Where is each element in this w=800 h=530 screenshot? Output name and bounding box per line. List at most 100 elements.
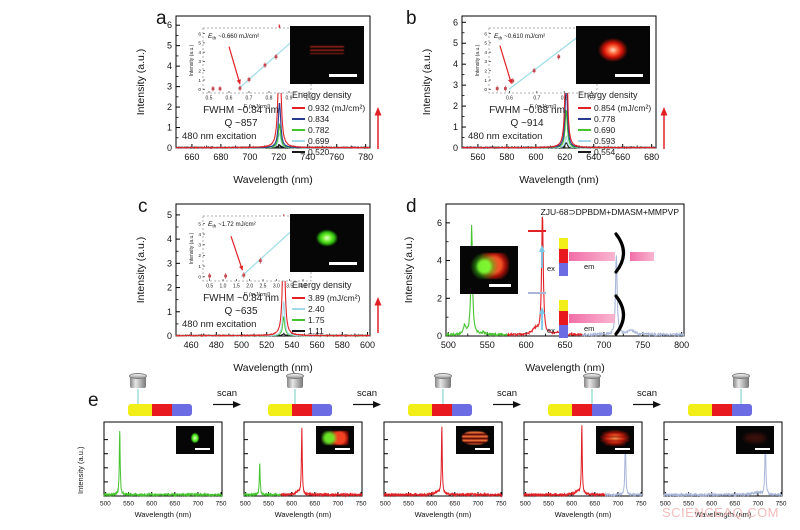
svg-text:1.0: 1.0: [306, 96, 313, 102]
objective-lens-icon: [128, 373, 147, 388]
svg-text:4: 4: [167, 234, 172, 244]
svg-text:520: 520: [259, 340, 274, 350]
svg-text:1.0: 1.0: [220, 284, 227, 290]
svg-text:6: 6: [198, 31, 201, 37]
microscopy-image-e2: [316, 426, 354, 454]
ex-label: ex: [547, 264, 555, 273]
scan-schematic-3: [374, 373, 507, 418]
microscopy-image-e5: [736, 426, 774, 454]
svg-text:Intensity (a.u.): Intensity (a.u.): [189, 232, 195, 264]
fwhm-q-text-c: FWHM ~0.84 nm Q ~635: [176, 292, 306, 318]
objective-lens-icon: [285, 373, 304, 388]
panel-label-d: d: [406, 196, 417, 217]
scale-bar: [329, 262, 357, 265]
svg-text:1: 1: [198, 264, 201, 270]
scan-step-2: 500 550 600 650 700 750 Wavelength (nm): [234, 373, 367, 524]
svg-text:E (mJ/cm²): E (mJ/cm²): [530, 104, 557, 110]
fwhm-value: FWHM ~0.84 nm: [203, 293, 279, 304]
svg-text:2: 2: [437, 293, 442, 303]
svg-text:5: 5: [484, 41, 487, 47]
svg-text:750: 750: [776, 501, 787, 508]
svg-text:550: 550: [543, 501, 554, 508]
svg-text:600: 600: [146, 501, 157, 508]
energy-density-legend-b: Energy density 0.854 (mJ/cm²) 0.778 0.690 0…: [578, 90, 668, 157]
svg-text:5: 5: [453, 38, 458, 48]
svg-text:650: 650: [169, 501, 180, 508]
svg-text:0: 0: [437, 331, 442, 341]
svg-text:2.5: 2.5: [260, 284, 267, 290]
svg-text:Wavelength (nm): Wavelength (nm): [275, 510, 332, 519]
svg-text:540: 540: [284, 340, 299, 350]
svg-text:Wavelength (nm): Wavelength (nm): [519, 174, 599, 186]
svg-text:550: 550: [480, 340, 495, 350]
scale-bar: [335, 448, 350, 450]
svg-text:3.0: 3.0: [273, 284, 280, 290]
svg-text:E (mJ/cm²): E (mJ/cm²): [244, 292, 271, 298]
excitation-label-c: 480 nm excitation: [182, 319, 257, 330]
panel-a: a 660 680 700 720 740 760 780 0 1 2 3 4 5 6 Wavelength…: [128, 4, 394, 190]
lasing-spot-image: [310, 44, 344, 57]
svg-text:Eth ~1.72 mJ/cm²: Eth ~1.72 mJ/cm²: [208, 221, 256, 230]
svg-text:0: 0: [453, 143, 458, 153]
svg-text:Intensity (a.u.): Intensity (a.u.): [135, 237, 147, 304]
watermark: SCIENCEAQ.COM: [662, 505, 780, 520]
lasing-spot-image: [600, 429, 630, 447]
svg-text:680: 680: [213, 152, 228, 162]
svg-text:700: 700: [613, 501, 624, 508]
svg-text:640: 640: [586, 152, 601, 162]
svg-text:3: 3: [167, 82, 172, 92]
svg-text:Wavelength (nm): Wavelength (nm): [135, 510, 192, 519]
svg-text:750: 750: [636, 501, 647, 508]
blue-trace-key: [528, 292, 546, 294]
right-arrow-icon: [633, 401, 661, 408]
svg-text:ZJU-68⊃DPBDM+DMASM+MMPVP: ZJU-68⊃DPBDM+DMASM+MMPVP: [541, 207, 680, 217]
legend-entry: 0.854 (mJ/cm²): [578, 102, 662, 113]
svg-text:1: 1: [167, 123, 172, 133]
objective-lens-icon: [582, 373, 601, 388]
svg-text:4: 4: [198, 50, 201, 56]
svg-text:Wavelength (nm): Wavelength (nm): [233, 174, 313, 186]
svg-text:780: 780: [358, 152, 373, 162]
svg-text:650: 650: [729, 501, 740, 508]
svg-text:2: 2: [167, 283, 172, 293]
svg-text:0.8: 0.8: [561, 96, 568, 102]
svg-text:660: 660: [615, 152, 630, 162]
svg-text:700: 700: [596, 340, 611, 350]
svg-text:700: 700: [753, 501, 764, 508]
microscopy-image-e4: [596, 426, 634, 454]
legend-entry: 2.40: [292, 303, 376, 314]
svg-text:700: 700: [242, 152, 257, 162]
panel-c: c 460 480 500 520 540 560 580 600 0 1 2 3 4 5 Waveleng…: [128, 190, 394, 376]
svg-text:6: 6: [437, 218, 442, 228]
panel-label-c: c: [138, 196, 148, 217]
svg-text:0.8: 0.8: [266, 96, 273, 102]
legend-title: Energy density: [578, 90, 638, 100]
svg-text:750: 750: [356, 501, 367, 508]
legend-entry: 0.593: [578, 135, 662, 146]
svg-text:550: 550: [403, 501, 414, 508]
svg-text:620: 620: [557, 152, 572, 162]
transmitted-beam: [630, 252, 654, 261]
heterostructure-bar: [268, 404, 332, 416]
svg-text:700: 700: [333, 501, 344, 508]
svg-text:2: 2: [453, 101, 458, 111]
svg-text:560: 560: [310, 340, 325, 350]
svg-text:650: 650: [557, 340, 572, 350]
svg-text:3: 3: [453, 80, 458, 90]
svg-text:600: 600: [519, 340, 534, 350]
svg-text:Wavelength (nm): Wavelength (nm): [525, 362, 605, 374]
up-arrow-icon: [374, 107, 382, 149]
fwhm-q-text-b: FWHM ~0.68 nm Q ~914: [462, 104, 592, 130]
svg-text:4: 4: [198, 232, 201, 238]
svg-text:750: 750: [635, 340, 650, 350]
svg-text:600: 600: [706, 501, 717, 508]
svg-text:500: 500: [234, 340, 249, 350]
svg-text:2: 2: [198, 253, 201, 259]
red-trace-key: [528, 230, 546, 232]
excitation-arrow-icon: [539, 307, 545, 330]
svg-text:Intensity (a.u.): Intensity (a.u.): [421, 49, 433, 116]
emission-schematic-1: ex em: [528, 230, 662, 286]
svg-text:550: 550: [123, 501, 134, 508]
svg-text:650: 650: [309, 501, 320, 508]
